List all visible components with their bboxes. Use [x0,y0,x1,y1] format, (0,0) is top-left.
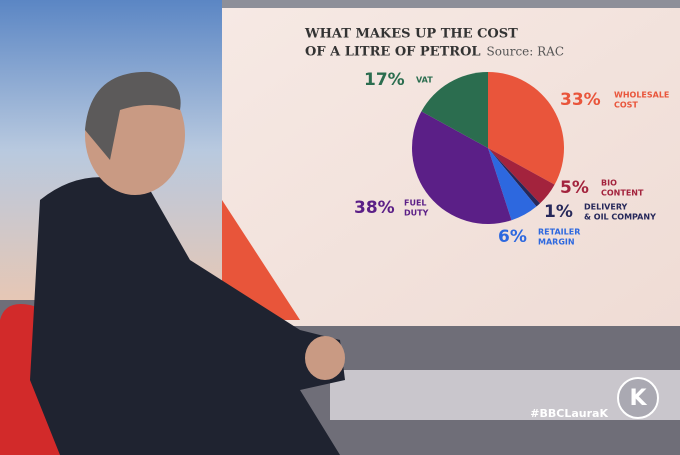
hashtag: #BBCLauraK [530,407,608,420]
logo: K [629,386,647,411]
value-label: 38% [354,198,395,218]
pie-slice [488,148,555,204]
value-label: 5% [560,178,589,198]
presenter-hair [85,71,181,160]
slice-label: MARGIN [538,238,575,247]
value-label: 1% [544,202,573,222]
pie-slice [411,111,512,224]
chart-title: OF A LITRE OF PETROL [305,45,481,60]
slice-label: VAT [416,76,433,85]
slice-label: COST [614,101,638,110]
value-label: 6% [498,227,527,247]
screen-accent [222,200,300,320]
presenter-hands [305,336,345,380]
value-label: 33% [560,90,601,110]
pie-slice [488,148,541,207]
slice-label: CONTENT [601,189,644,198]
pie-slice [488,72,565,185]
presenter-suit [30,177,345,455]
chart-source: Source: RAC [487,45,564,59]
chart-title: WHAT MAKES UP THE COST [304,27,518,42]
chart: WHAT MAKES UP THE COST OF A LITRE OF PET… [304,27,669,248]
logo-badge [617,377,659,419]
slice-label: WHOLESALE [614,91,669,100]
pie-slice [421,72,488,148]
pie-slice [488,148,537,221]
slice-label: RETAILER [538,228,580,237]
slice-label: DUTY [404,209,429,218]
value-label: 17% [364,70,405,90]
slice-label: BIO [601,179,617,188]
slice-label: DELIVERY [584,203,628,212]
slice-label: & OIL COMPANY [584,213,656,222]
slice-label: FUEL [404,199,427,208]
